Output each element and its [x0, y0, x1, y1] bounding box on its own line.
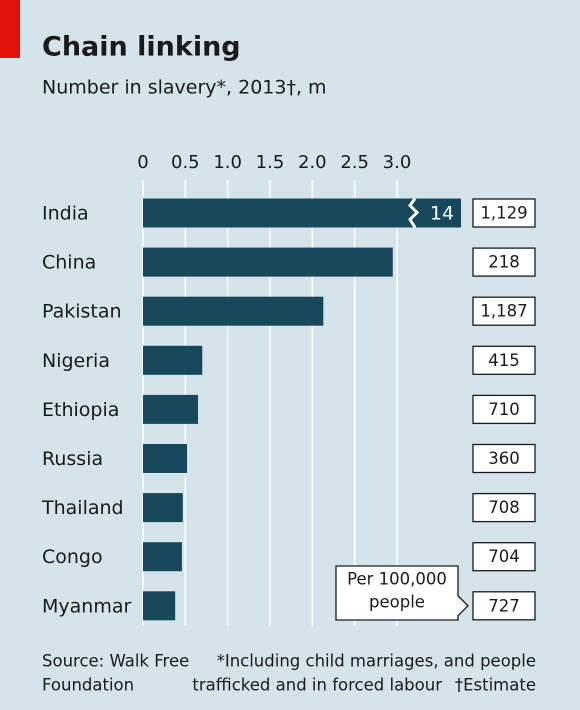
bar: [143, 198, 461, 228]
note: †Estimate: [455, 676, 536, 695]
rate-value: 727: [488, 596, 520, 615]
y-tick-label: Thailand: [41, 497, 124, 519]
y-tick-label: Myanmar: [42, 595, 131, 617]
rate-value: 710: [488, 400, 520, 419]
rate-box: [472, 394, 536, 425]
red-tab: [0, 0, 20, 58]
source: Source: Walk Free: [42, 652, 189, 671]
y-tick-label: Nigeria: [42, 350, 110, 372]
x-tick-label: 0: [137, 152, 148, 173]
bar: [143, 542, 182, 572]
rate-value: 704: [488, 547, 520, 566]
rate-value: 708: [488, 498, 520, 517]
rate-box: [472, 198, 536, 228]
rate-value: 360: [488, 449, 520, 468]
bar: [143, 394, 199, 424]
rate-callout: [335, 565, 469, 621]
axis-break: [408, 197, 420, 229]
y-tick-label: Ethiopia: [42, 399, 119, 421]
y-tick-label: India: [42, 203, 89, 225]
x-tick-label: 0.5: [171, 152, 200, 173]
x-tick-label: 2.0: [298, 152, 327, 173]
note: trafficked and in forced labour: [192, 676, 442, 695]
chart-subtitle: Number in slavery*, 2013†, m: [42, 77, 327, 99]
y-tick-label: Congo: [42, 546, 103, 568]
rate-value: 1,187: [480, 302, 527, 321]
x-tick-label: 1.5: [256, 152, 285, 173]
rate-box: [472, 542, 536, 572]
x-tick-label: 3.0: [383, 152, 412, 173]
source: Foundation: [42, 676, 134, 695]
y-tick-label: China: [42, 252, 96, 274]
rate-value: 1,129: [480, 204, 527, 223]
rate-box: [472, 345, 536, 375]
rate-box: [472, 443, 536, 474]
bar: [143, 591, 176, 621]
x-tick-label: 1.0: [213, 152, 242, 173]
rate-box: [472, 492, 536, 523]
bar: [143, 493, 183, 523]
rate-callout-label: Per 100,000: [347, 570, 447, 589]
rate-value: 218: [488, 253, 520, 272]
rate-box: [472, 247, 536, 277]
bar: [143, 345, 203, 375]
rate-value: 415: [488, 351, 520, 370]
x-tick-label: 2.5: [340, 152, 369, 173]
bar: [143, 247, 393, 277]
rate-callout-label: people: [369, 593, 425, 612]
rate-box: [472, 591, 536, 621]
bar: [143, 296, 324, 326]
y-tick-label: Russia: [42, 448, 103, 470]
rate-box: [472, 296, 536, 326]
y-tick-label: Pakistan: [42, 301, 122, 323]
bar-value-label: 14: [430, 203, 454, 225]
bar: [143, 444, 188, 473]
chart-title: Chain linking: [42, 32, 241, 63]
note: *Including child marriages, and people: [217, 652, 536, 671]
